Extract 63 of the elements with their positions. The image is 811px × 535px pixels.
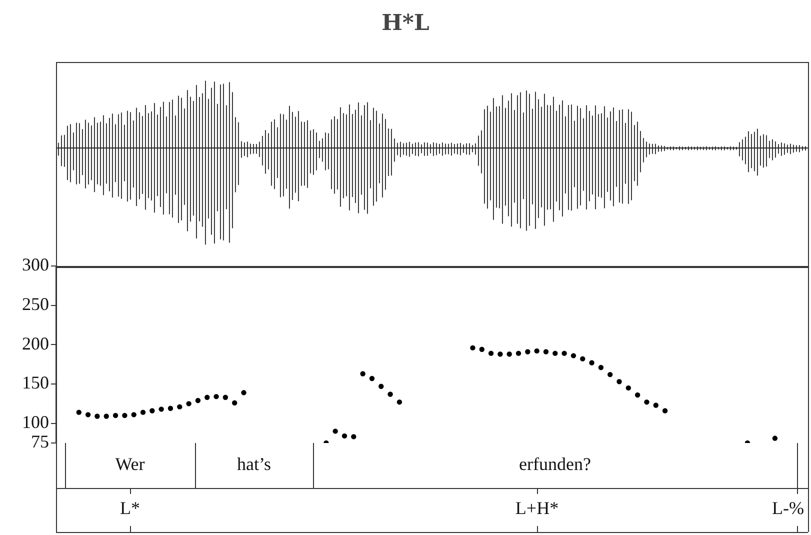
point — [534, 348, 540, 354]
point — [626, 385, 632, 391]
point — [570, 353, 576, 358]
text: erfunden? — [519, 454, 591, 475]
point — [479, 346, 484, 352]
point — [332, 428, 338, 434]
text: L-% — [772, 498, 804, 519]
text: L+H* — [515, 498, 559, 519]
point — [488, 350, 494, 356]
y-tick-label: 100 — [22, 412, 49, 432]
point — [388, 392, 393, 397]
point — [186, 401, 192, 406]
point — [607, 372, 613, 378]
point — [562, 350, 567, 356]
point — [772, 436, 778, 441]
point — [616, 379, 622, 384]
point — [516, 350, 522, 356]
text: Wer — [115, 454, 145, 475]
point — [195, 398, 201, 404]
point — [76, 410, 82, 415]
point — [634, 392, 640, 398]
y-tick-label: 150 — [22, 372, 49, 393]
point — [470, 345, 476, 350]
point — [498, 352, 503, 357]
point — [396, 399, 402, 405]
chart-title: H*L — [380, 10, 430, 36]
point — [222, 394, 228, 400]
point — [342, 433, 348, 439]
point — [214, 394, 219, 400]
point — [360, 371, 366, 376]
point — [241, 390, 246, 396]
point — [112, 412, 118, 418]
point — [158, 406, 164, 412]
text: L* — [120, 498, 140, 519]
point — [177, 404, 182, 410]
point — [232, 400, 238, 406]
y-tick-label: 75 — [31, 432, 49, 452]
point — [525, 349, 530, 354]
point — [662, 408, 668, 414]
point — [653, 402, 658, 408]
point — [369, 376, 375, 382]
point — [506, 352, 512, 357]
point — [168, 406, 174, 411]
y-tick-label: 300 — [22, 254, 49, 275]
point — [204, 394, 210, 400]
point — [580, 356, 586, 362]
point — [589, 360, 594, 366]
y-tick-label: 200 — [22, 333, 49, 354]
point — [122, 412, 128, 418]
point — [351, 434, 356, 440]
point — [543, 349, 549, 354]
point — [150, 408, 155, 414]
y-tick-label: 250 — [22, 294, 49, 314]
point — [552, 350, 558, 356]
point — [94, 414, 100, 419]
point — [131, 412, 136, 418]
point — [644, 399, 650, 405]
text: hat’s — [237, 454, 271, 475]
point — [104, 414, 109, 419]
point — [598, 364, 604, 370]
point — [85, 412, 91, 418]
point — [140, 410, 146, 415]
point — [378, 384, 384, 389]
